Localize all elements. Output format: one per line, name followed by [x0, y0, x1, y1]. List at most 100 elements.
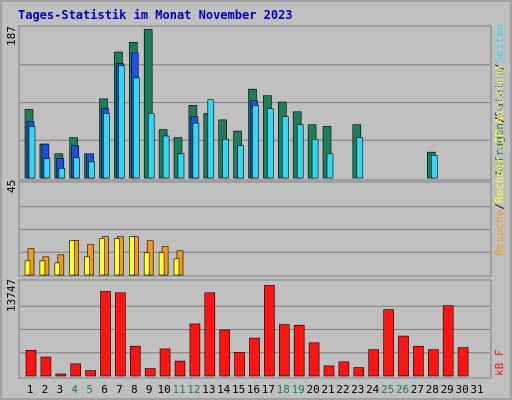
bar-seiten-20 [311, 138, 319, 179]
bar-rechner-5 [84, 256, 90, 276]
chart-title: Tages-Statistik im Monat November 2023 [18, 8, 293, 22]
x-label-day-18: 18 [277, 383, 290, 396]
bar-kb-5 [85, 370, 96, 377]
bar-kb-12 [189, 323, 201, 377]
bar-kb-30 [457, 347, 469, 377]
x-label-day-7: 7 [116, 383, 123, 396]
x-label-day-15: 15 [232, 383, 245, 396]
bar-kb-11 [174, 360, 186, 377]
bar-seiten-6 [103, 113, 110, 179]
x-label-day-5: 5 [86, 383, 93, 396]
bar-seiten-1 [28, 126, 36, 179]
bar-rechner-9 [143, 252, 150, 276]
legend-sep-3: / [493, 203, 506, 210]
x-label-day-17: 17 [262, 383, 275, 396]
bar-seiten-8 [133, 77, 140, 179]
x-label-day-8: 8 [131, 383, 138, 396]
legend-rechner: Rechner (IP-Adressen) [493, 64, 506, 203]
x-label-day-22: 22 [336, 383, 349, 396]
bar-seiten-10 [162, 135, 170, 179]
legend-seiten: Seiten [493, 24, 506, 64]
x-label-day-16: 16 [247, 383, 260, 396]
x-label-day-31: 31 [470, 383, 483, 396]
x-label-day-6: 6 [101, 383, 108, 396]
bar-kb-9 [144, 368, 156, 377]
mid-panel-legend: Besuche/Rechner (IP-Adressen) [493, 64, 506, 256]
x-label-day-25: 25 [381, 383, 394, 396]
bar-seiten-13 [207, 99, 215, 179]
bar-rechner-11 [173, 258, 180, 276]
bar-kb-8 [130, 345, 141, 377]
bottom-panel-legend: kB F [493, 350, 506, 377]
legend-sep-2: / [493, 63, 506, 70]
bar-kb-20 [308, 342, 320, 377]
bar-kb-29 [442, 305, 454, 377]
x-label-day-11: 11 [172, 383, 185, 396]
bar-rechner-6 [99, 238, 105, 276]
bar-seiten-4 [73, 157, 80, 179]
legend-dateien: Dateien [493, 70, 506, 116]
x-label-day-4: 4 [71, 383, 78, 396]
bar-kb-18 [278, 324, 290, 377]
bar-kb-15 [234, 352, 245, 377]
bar-seiten-15 [237, 145, 244, 179]
bar-seiten-12 [192, 122, 200, 179]
x-label-day-12: 12 [187, 383, 200, 396]
bar-rechner-7 [114, 238, 120, 276]
x-label-day-14: 14 [217, 383, 231, 396]
bar-kb-1 [25, 349, 37, 377]
bar-kb-6 [100, 291, 111, 377]
legend-sep-1: / [493, 116, 506, 123]
top-panel-legend: Anfragen/Dateien/Seiten [493, 24, 506, 176]
bar-seiten-7 [118, 65, 125, 179]
bar-rechner-10 [158, 252, 165, 276]
bar-kb-24 [368, 349, 380, 377]
x-label-day-28: 28 [426, 383, 439, 396]
bar-rechner-8 [129, 236, 135, 276]
bar-kb-16 [249, 337, 260, 377]
x-label-day-23: 23 [351, 383, 364, 396]
bar-kb-14 [219, 329, 230, 377]
bar-kb-10 [159, 348, 171, 377]
bar-seiten-16 [252, 105, 259, 179]
x-label-day-20: 20 [306, 383, 319, 396]
bar-rechner-3 [54, 262, 61, 276]
bar-kb-7 [115, 292, 126, 377]
bar-seiten-19 [296, 124, 304, 179]
legend-anfragen: Anfragen [493, 123, 506, 176]
x-label-day-10: 10 [157, 383, 170, 396]
bar-kb-26 [398, 335, 409, 377]
bar-kb-25 [383, 309, 394, 377]
bars [24, 29, 469, 377]
x-label-day-30: 30 [455, 383, 468, 396]
bar-kb-21 [323, 365, 335, 377]
bar-kb-23 [353, 367, 365, 377]
bar-kb-27 [413, 345, 424, 377]
x-label-day-29: 29 [441, 383, 454, 396]
bar-kb-3 [55, 373, 67, 377]
x-label-day-27: 27 [411, 383, 424, 396]
bar-kb-22 [338, 361, 350, 377]
bar-seiten-11 [177, 153, 185, 179]
x-label-day-19: 19 [292, 383, 305, 396]
mid-panel-ymax: 45 [5, 180, 18, 193]
bar-rechner-4 [69, 240, 75, 276]
bar-seiten-21 [326, 153, 334, 179]
x-label-day-13: 13 [202, 383, 215, 396]
legend-kb: kB F [493, 350, 506, 377]
bar-seiten-17 [267, 108, 274, 179]
bar-kb-13 [204, 292, 216, 377]
top-panel-ymax: 187 [5, 26, 18, 46]
bar-kb-19 [293, 324, 305, 377]
x-label-day-2: 2 [42, 383, 49, 396]
bar-seiten-9 [147, 113, 155, 179]
bar-seiten-2 [43, 158, 51, 179]
bar-kb-2 [40, 356, 52, 377]
x-label-day-3: 3 [56, 383, 63, 396]
x-label-day-1: 1 [27, 383, 34, 396]
bottom-panel-ymax: 13747 [5, 279, 18, 312]
x-axis-labels: 1 2 3 4 5 6 7 8 9 10 11 12 13 14 15 16 17 18 19 20 21 22 23 24 2… [27, 383, 484, 396]
bar-seiten-23 [356, 137, 364, 179]
